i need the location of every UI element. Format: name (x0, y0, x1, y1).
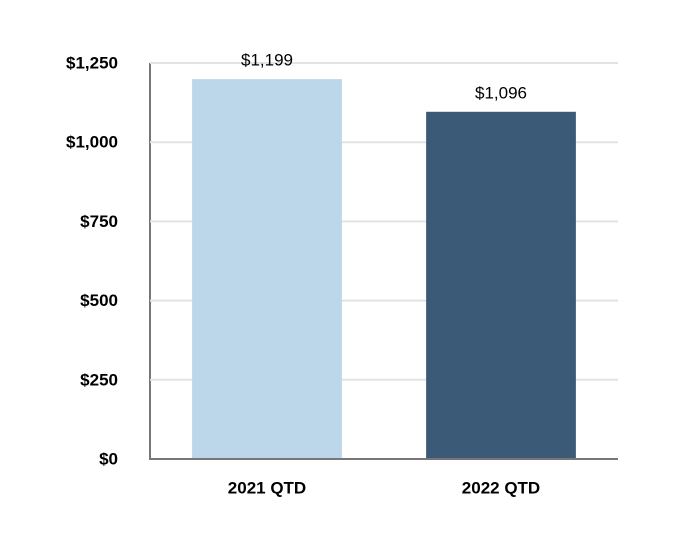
y-tick-label: $750 (80, 212, 118, 231)
y-tick-label: $1,000 (66, 133, 118, 152)
x-tick-label: 2021 QTD (228, 478, 306, 497)
bar (426, 111, 576, 459)
y-tick-label: $500 (80, 291, 118, 310)
value-label: $1,199 (241, 51, 293, 70)
y-tick-label: $1,250 (66, 53, 118, 72)
x-tick-label: 2022 QTD (462, 478, 540, 497)
value-label: $1,096 (475, 83, 527, 102)
bar (192, 79, 342, 459)
y-tick-label: $0 (99, 449, 118, 468)
y-tick-label: $250 (80, 370, 118, 389)
